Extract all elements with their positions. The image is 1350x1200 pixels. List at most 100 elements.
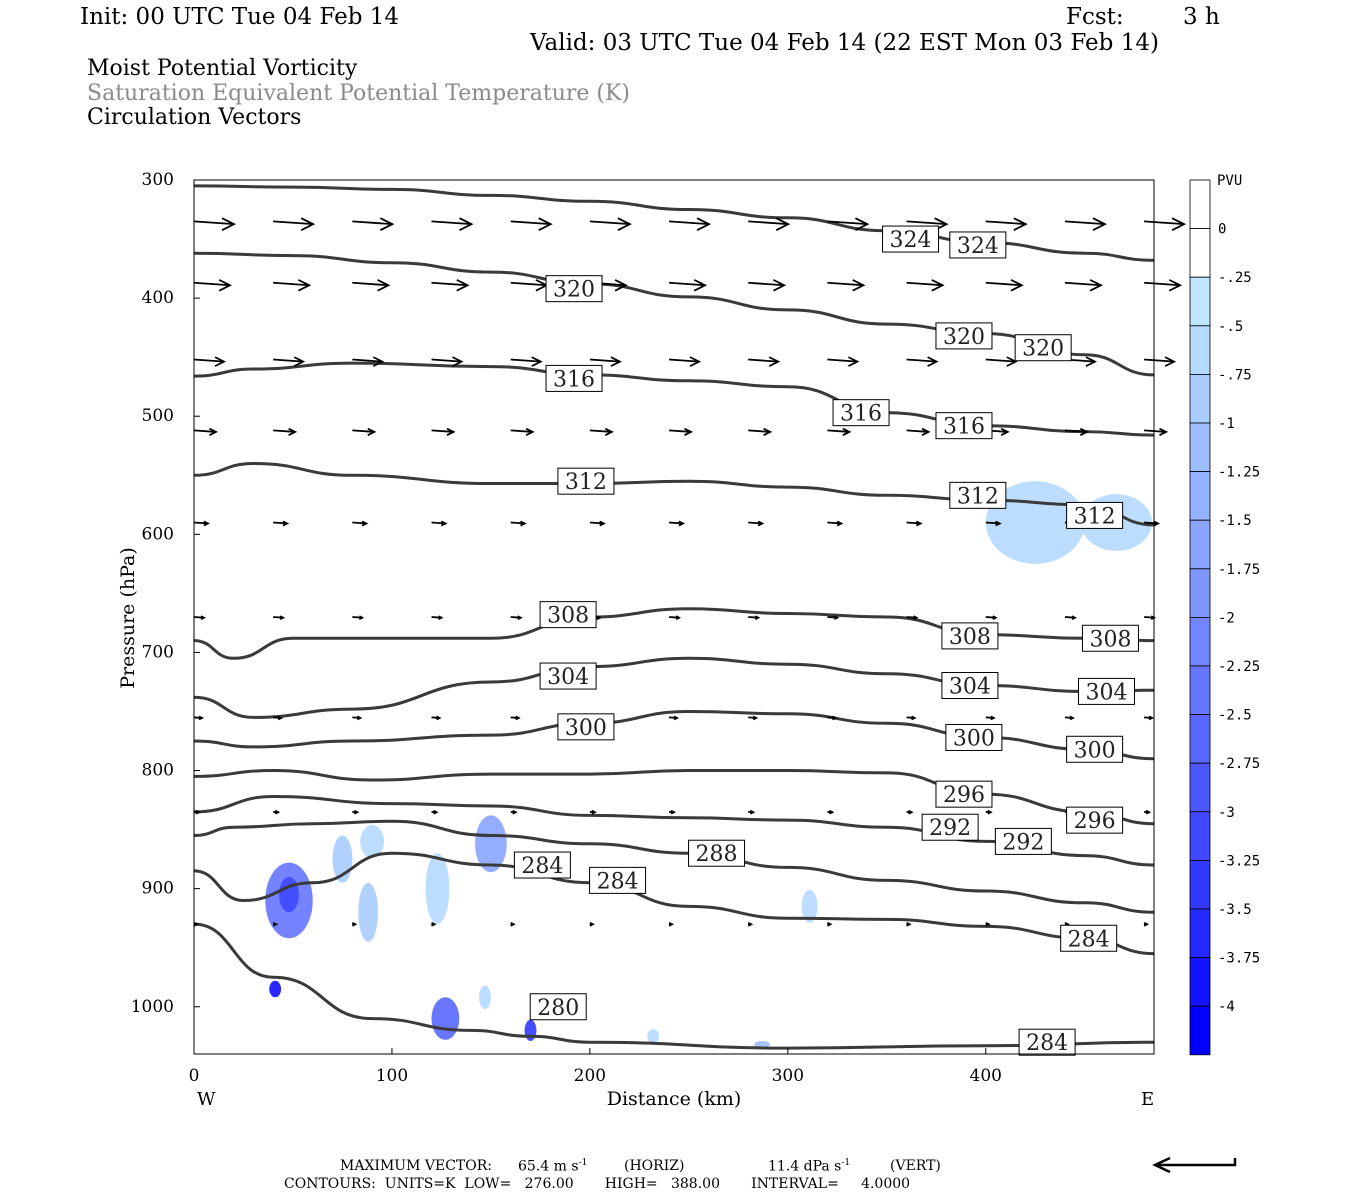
vector-arrowhead — [282, 520, 290, 527]
vector-arrowhead — [604, 427, 614, 437]
pv-blob-1 — [279, 876, 299, 913]
vector-arrowhead — [906, 921, 912, 927]
vector-arrowhead — [931, 279, 945, 292]
colorbar-cell — [1189, 568, 1211, 618]
contour-label-box — [945, 723, 1003, 751]
vector-arrow — [668, 220, 710, 226]
contour-label: 304 — [547, 665, 589, 690]
vector-arrowhead — [288, 427, 298, 437]
pv-blob-8 — [269, 980, 282, 998]
vector-arrowhead — [1013, 217, 1028, 231]
vector-arrow — [510, 281, 547, 287]
contour-label: 316 — [943, 415, 985, 440]
vector-arrowhead — [300, 217, 316, 231]
vector-arrow — [193, 220, 235, 226]
contour-label-box — [557, 713, 615, 741]
vector-arrow — [906, 358, 937, 363]
vector-arrowhead — [1006, 356, 1018, 367]
theta-es-contour-316 — [193, 361, 1155, 437]
contour-label: 284 — [1026, 1031, 1068, 1056]
x-axis-label: Distance (km) — [607, 1088, 742, 1110]
vector-arrowhead — [927, 356, 939, 367]
contour-label: 300 — [953, 726, 995, 751]
vector-arrowhead — [195, 809, 202, 815]
vector-arrowhead — [218, 279, 233, 292]
y-tick-label: 600 — [142, 524, 174, 544]
vector-arrowhead — [203, 520, 211, 527]
pv-blob-13 — [754, 1041, 770, 1049]
vector-arrow — [589, 220, 630, 226]
vector-arrowhead — [852, 279, 866, 292]
colorbar-label: -2.75 — [1218, 756, 1260, 772]
colorbar-cell — [1189, 471, 1211, 521]
vector-arrowhead — [768, 356, 781, 367]
vector-arrowhead — [356, 715, 363, 721]
colorbar-cell — [1189, 957, 1211, 1007]
vector-arrowhead — [358, 615, 365, 621]
vector-arrowhead — [854, 217, 870, 231]
vector-arrow — [431, 429, 454, 433]
vector-arrow — [1144, 429, 1167, 433]
vector-arrow — [193, 429, 217, 433]
theta-es-contour-308 — [193, 607, 1155, 660]
colorbar-label: -1.75 — [1218, 562, 1260, 578]
colorbar-label: -1.5 — [1218, 513, 1252, 529]
vector-arrowhead — [678, 520, 686, 527]
vector-arrowhead — [1164, 356, 1177, 367]
colorbar-label: -.75 — [1218, 367, 1252, 383]
colorbar-cell — [1189, 373, 1211, 424]
vector-arrowhead — [361, 520, 369, 527]
vector-arrowhead — [1145, 809, 1152, 815]
y-tick-label: 700 — [142, 642, 174, 662]
contour-label: 304 — [1085, 680, 1127, 705]
colorbar-cell — [1189, 860, 1211, 910]
contour-label: 308 — [547, 604, 589, 629]
contour-label: 312 — [957, 484, 999, 509]
contour-label-box — [539, 662, 597, 690]
colorbar-unit: PVU — [1217, 173, 1242, 189]
vector-arrow — [352, 358, 383, 363]
vector-arrowhead — [1171, 217, 1187, 231]
theta-es-contour-280 — [193, 922, 1155, 1050]
east-label: E — [1141, 1089, 1154, 1110]
pv-blob-7 — [431, 997, 460, 1040]
contour-label: 300 — [565, 716, 607, 741]
colorbar-cell — [1189, 276, 1211, 327]
colorbar-label: -2 — [1218, 610, 1235, 626]
vector-arrow — [273, 281, 310, 287]
vector-arrow — [352, 429, 375, 433]
contour-label-box — [1066, 806, 1124, 834]
contour-label: 288 — [696, 842, 738, 867]
vector-arrowhead — [1089, 279, 1103, 292]
vector-arrow — [668, 429, 692, 433]
vector-arrowhead — [1085, 356, 1097, 367]
colorbar-cell — [1189, 228, 1211, 278]
vector-arrow — [748, 358, 779, 363]
colorbar-label: -3.5 — [1218, 902, 1252, 918]
vector-arrow — [668, 281, 706, 287]
contour-label-box — [941, 672, 999, 700]
colorbar-label: -2.25 — [1218, 659, 1260, 675]
horiz-exponent: -1 — [578, 1158, 588, 1168]
vector-arrowhead — [379, 217, 395, 231]
colorbar-cell — [1189, 422, 1211, 472]
vector-arrowhead — [538, 217, 553, 231]
vector-arrow — [1064, 429, 1087, 433]
theta-es-contour-300 — [193, 709, 1155, 761]
colorbar-label: -.25 — [1218, 270, 1252, 286]
vector-arrowhead — [377, 279, 391, 292]
vector-arrowhead — [214, 356, 227, 367]
vector-arrowhead — [992, 615, 998, 621]
vector-arrowhead — [591, 809, 597, 815]
vector-arrowhead — [826, 921, 833, 927]
max-vert-value: 11.4 dPa s-1 — [768, 1158, 851, 1175]
vector-arrowhead — [990, 715, 996, 721]
field-title-theta-es: Saturation Equivalent Potential Temperat… — [87, 81, 630, 106]
vector-arrowhead — [520, 520, 527, 527]
y-tick-label: 1000 — [131, 997, 174, 1017]
vector-arrowhead — [198, 715, 205, 721]
vector-arrowhead — [596, 615, 602, 621]
pv-blob-6 — [475, 815, 507, 873]
vector-arrow — [510, 429, 533, 433]
